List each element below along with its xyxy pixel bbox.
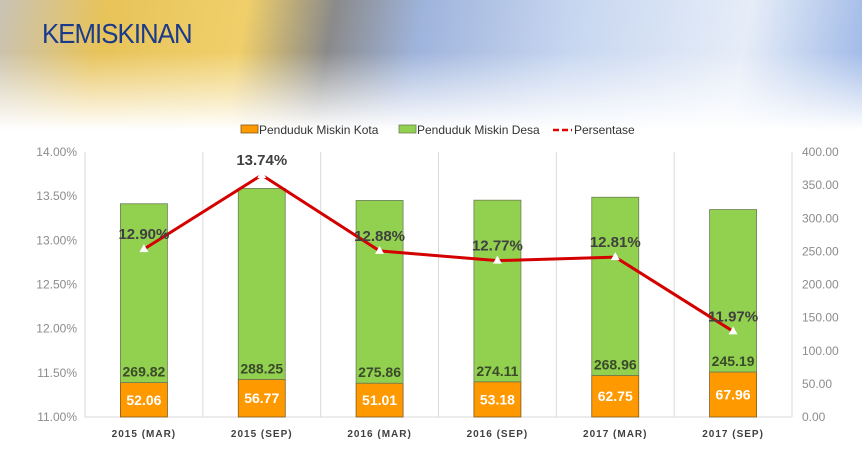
- marker-persentase: [492, 255, 502, 264]
- bar-kota: [591, 375, 640, 418]
- y-right-tick-label: 250.00: [802, 244, 839, 258]
- marker-persentase: [257, 169, 267, 178]
- y-left-tick-label: 12.00%: [36, 322, 77, 336]
- data-label-persentase: 13.74%: [236, 152, 287, 169]
- bar-kota: [237, 378, 286, 418]
- bar-kota: [355, 382, 404, 418]
- y-left-tick-label: 12.50%: [36, 278, 77, 292]
- header-background: [0, 0, 862, 130]
- bar-kota: [709, 371, 757, 418]
- data-label-persentase: 12.90%: [118, 226, 169, 243]
- data-label-kota: 67.96: [716, 386, 751, 402]
- y-left-tick-label: 11.00%: [37, 410, 77, 424]
- data-label-kota: 62.75: [598, 388, 633, 404]
- y-right-tick-label: 350.00: [802, 178, 839, 192]
- data-label-desa: 275.86: [358, 364, 401, 380]
- data-label-kota: 51.01: [362, 392, 397, 408]
- x-category-label: 2017 (SEP): [702, 429, 764, 440]
- bar-desa: [355, 200, 404, 384]
- marker-persentase: [610, 252, 620, 261]
- data-label-persentase: 12.88%: [354, 228, 405, 245]
- marker-persentase: [375, 245, 385, 254]
- data-label-desa: 245.19: [712, 353, 755, 369]
- x-category-label: 2016 (SEP): [467, 429, 529, 440]
- bar-desa: [473, 199, 522, 383]
- legend-swatch-desa: [398, 124, 417, 134]
- data-label-desa: 269.82: [123, 364, 166, 380]
- data-label-kota: 53.18: [480, 391, 515, 407]
- marker-persentase: [728, 326, 738, 335]
- data-label-kota: 56.77: [244, 390, 279, 406]
- x-category-label: 2016 (MAR): [347, 429, 411, 440]
- bar-desa: [709, 209, 757, 373]
- y-right-tick-label: 0.00: [802, 410, 826, 424]
- y-right-tick-label: 400.00: [802, 145, 839, 159]
- legend-label-persentase: Persentase: [574, 123, 635, 137]
- data-label-desa: 288.25: [240, 360, 283, 376]
- bar-kota: [473, 381, 522, 418]
- marker-persentase: [139, 244, 149, 253]
- legend-label-kota: Penduduk Miskin Kota: [259, 123, 379, 137]
- y-left-tick-label: 14.00%: [36, 145, 77, 159]
- y-right-tick-label: 300.00: [802, 211, 839, 225]
- legend-swatch-kota: [240, 124, 259, 134]
- x-category-label: 2015 (MAR): [112, 429, 176, 440]
- data-label-persentase: 12.77%: [472, 238, 523, 255]
- y-right-tick-label: 150.00: [802, 311, 839, 325]
- data-label-persentase: 12.81%: [590, 234, 641, 251]
- legend-label-desa: Penduduk Miskin Desa: [417, 123, 540, 137]
- y-left-tick-label: 13.50%: [36, 189, 77, 203]
- x-category-label: 2015 (SEP): [231, 429, 293, 440]
- page-title: KEMISKINAN: [42, 18, 193, 49]
- x-category-label: 2017 (MAR): [583, 429, 647, 440]
- data-label-kota: 52.06: [126, 392, 161, 408]
- bar-kota: [120, 382, 168, 418]
- data-label-desa: 268.96: [594, 356, 637, 372]
- y-right-tick-label: 100.00: [802, 344, 839, 358]
- line-persentase: [143, 173, 734, 333]
- bar-desa: [120, 203, 168, 383]
- data-label-desa: 274.11: [476, 363, 518, 379]
- y-right-tick-label: 200.00: [802, 278, 839, 292]
- bar-desa: [237, 188, 286, 380]
- y-left-tick-label: 11.50%: [37, 366, 77, 380]
- data-label-persentase: 11.97%: [708, 308, 758, 325]
- y-right-tick-label: 50.00: [802, 377, 832, 391]
- y-left-tick-label: 13.00%: [36, 233, 77, 247]
- bar-desa: [591, 196, 640, 376]
